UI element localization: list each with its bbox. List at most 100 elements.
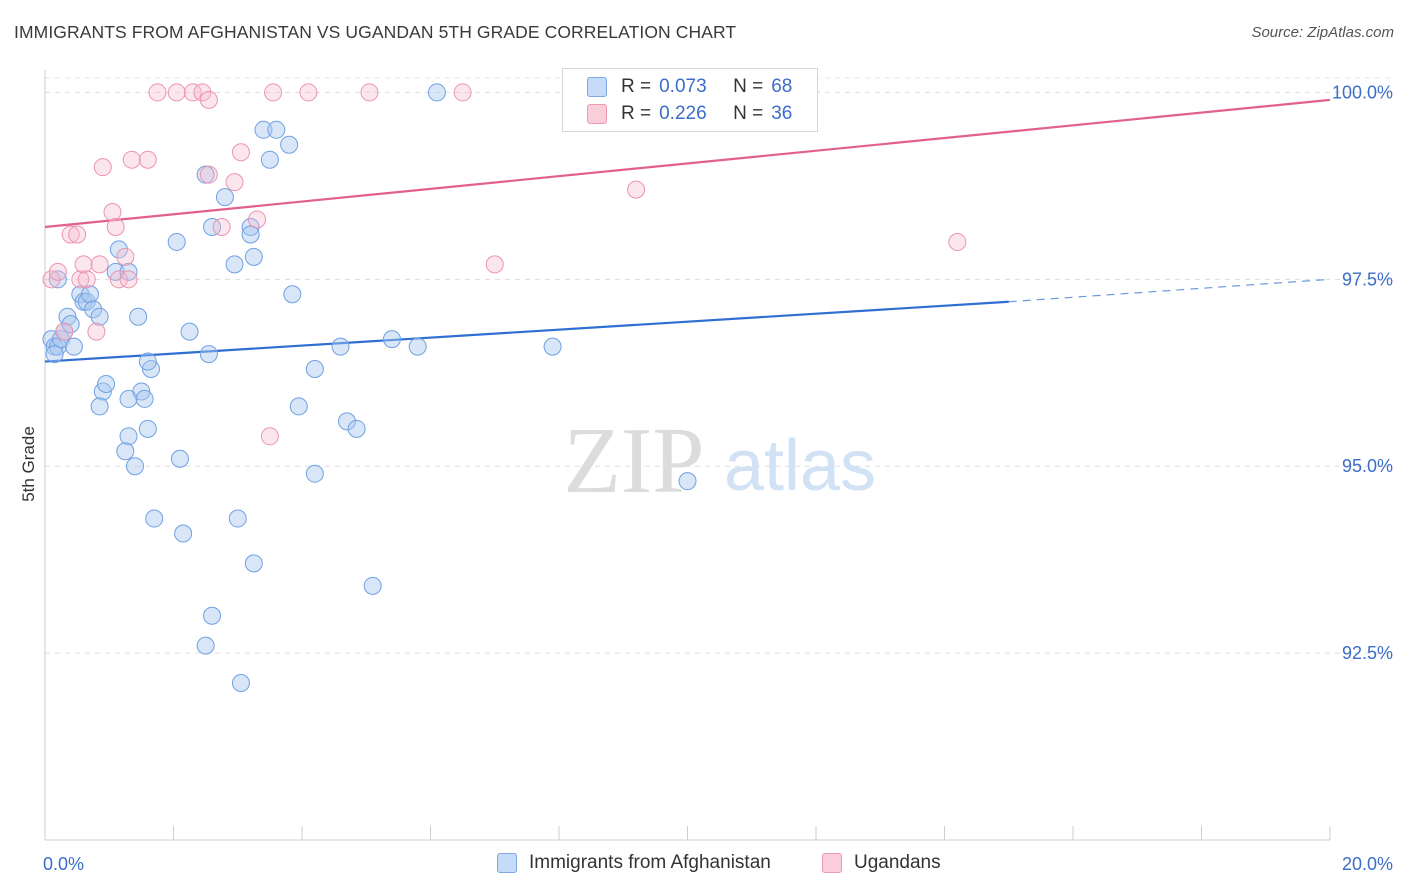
data-point [84,300,103,319]
data-point [138,419,157,438]
r-value: 0.073 [659,76,707,97]
data-point [74,255,93,274]
data-point [485,255,504,274]
legend-item-afghanistan[interactable]: Immigrants from Afghanistan [497,852,771,874]
chart-title: IMMIGRANTS FROM AFGHANISTAN VS UGANDAN 5… [14,22,737,42]
data-point [453,83,472,102]
r-label: R = [621,103,652,124]
data-point [331,337,350,356]
data-point [299,83,318,102]
data-point [80,285,99,304]
data-point [119,270,138,289]
data-point [627,180,646,199]
watermark-atlas: atlas [724,426,876,506]
legend-swatch [587,77,607,97]
data-point [231,143,250,162]
data-point [228,509,247,528]
y-tick-label: 100.0% [1332,82,1393,102]
data-point [264,83,283,102]
data-point [145,509,164,528]
data-point [241,225,260,244]
data-point [305,464,324,483]
data-point [212,217,231,236]
data-point [148,83,167,102]
y-axis-label: 5th Grade [19,426,38,502]
data-point [61,315,80,334]
data-point [109,270,128,289]
watermark: ZIP atlas [564,409,877,513]
data-point [543,337,562,356]
stats-row-ugandans: R = 0.226 N = 36 [587,101,792,127]
data-point [90,397,109,416]
trend-line [44,300,1009,363]
data-point [109,240,128,259]
data-point [382,330,401,349]
data-point [360,83,379,102]
stats-legend: R = 0.073 N = 68 R = 0.226 N = 36 [562,68,818,132]
bottom-legend: Immigrants from Afghanistan Ugandans [0,852,1406,878]
tick-labels: 100.0% 97.5% 95.0% 92.5% 0.0% 20.0% [43,82,1393,874]
trend-line-extension [1008,278,1331,303]
y-tick-label: 97.5% [1342,269,1393,289]
data-point [116,442,135,461]
n-value: 36 [771,103,793,124]
data-point [87,322,106,341]
data-point [678,472,697,491]
data-point [138,352,157,371]
data-point [170,449,189,468]
stats-row-afghanistan: R = 0.073 N = 68 [587,74,792,100]
data-point [129,307,148,326]
data-point [225,255,244,274]
data-point [103,203,122,222]
legend-label: Ugandans [854,852,941,873]
data-point [116,247,135,266]
data-point [68,225,87,244]
data-point [427,83,446,102]
data-point [260,150,279,169]
data-point [203,606,222,625]
trend-lines [44,98,1331,363]
data-point [90,255,109,274]
data-point [347,419,366,438]
data-point [248,210,267,229]
data-point [106,217,125,236]
data-point [244,247,263,266]
data-point [337,412,356,431]
data-point [244,554,263,573]
data-point [199,90,218,109]
data-point [97,374,116,393]
data-point [231,674,250,693]
data-point [199,345,218,364]
data-point [199,165,218,184]
data-point [167,232,186,251]
data-point [48,262,67,281]
trend-line [44,98,1331,229]
data-point [283,285,302,304]
watermark-zip: ZIP [564,409,705,513]
data-point [122,150,141,169]
data-point [167,83,186,102]
data-point [174,524,193,543]
x-tick-label: 20.0% [1342,854,1393,874]
legend-swatch [497,853,517,873]
data-point [125,457,144,476]
data-point [77,270,96,289]
r-label: R = [621,76,652,97]
data-point [45,345,64,364]
n-label: N = [733,76,764,97]
data-point [119,427,138,446]
n-label: N = [733,103,764,124]
data-point [119,262,138,281]
data-point [61,225,80,244]
r-value: 0.226 [659,103,707,124]
source-label: Source: ZipAtlas.com [1251,24,1394,41]
legend-swatch [587,104,607,124]
data-point [93,158,112,177]
data-point [289,397,308,416]
data-point [64,337,83,356]
legend-item-ugandans[interactable]: Ugandans [822,852,941,874]
data-point [408,337,427,356]
data-point [196,636,215,655]
n-value: 68 [771,76,793,97]
